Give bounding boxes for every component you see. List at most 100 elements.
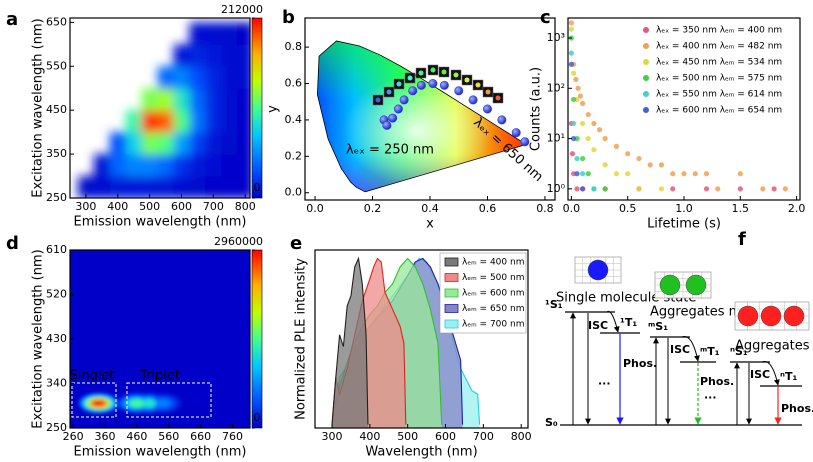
scatter-point <box>580 186 586 192</box>
x-tick-label: 260 <box>63 430 84 443</box>
scatter-point <box>692 171 698 177</box>
y-tick-label: 250 <box>46 191 67 204</box>
panel-label: c <box>540 7 551 28</box>
y-axis-label: Counts (a.u.) <box>529 67 544 151</box>
heatmap-cell <box>141 110 159 133</box>
legend-swatch <box>444 288 459 298</box>
heatmap-cell <box>221 66 238 89</box>
molecule <box>659 274 681 296</box>
scatter-point <box>737 171 743 177</box>
heatmap-cell <box>189 22 206 45</box>
x-tick-label: 1.5 <box>732 202 750 215</box>
legend-label: λₑₘ = 400 nm <box>462 258 524 268</box>
ellipsis: ··· <box>598 377 611 390</box>
photo-glow <box>464 77 470 83</box>
y-tick-label: 10¹ <box>547 132 565 145</box>
cie-point <box>520 137 530 147</box>
annotation-box <box>71 382 117 418</box>
area-outline <box>331 256 369 425</box>
photo-glow <box>453 72 459 78</box>
heatmap-cell <box>221 132 238 155</box>
legend-marker <box>643 43 649 49</box>
scatter-point <box>568 20 574 26</box>
legend-label: λₑₘ = 600 nm <box>462 289 524 299</box>
heatmap-cell <box>93 154 111 177</box>
heatmap-cell <box>157 154 175 177</box>
annotation-box <box>126 382 212 418</box>
scatter-point <box>636 155 642 162</box>
scatter-point <box>737 186 743 192</box>
legend-swatch <box>444 273 459 282</box>
scatter-point <box>568 61 574 67</box>
heatmap-cell <box>157 132 175 155</box>
x-tick-label: 500 <box>397 430 418 443</box>
heatmap-cell <box>205 110 222 133</box>
scatter-point <box>571 96 577 103</box>
phos-label: Phos. <box>700 375 734 388</box>
scatter-point <box>715 186 721 192</box>
x-tick-label: 560 <box>158 430 179 443</box>
x-tick-label: 400 <box>107 200 128 213</box>
x-axis-label: Emission wavelength (nm) <box>74 215 247 230</box>
y-axis-label: Excitation wavelength (nm) <box>31 249 46 428</box>
ellipsis: ··· <box>704 391 717 404</box>
isc-arrow <box>606 310 620 333</box>
isc-arrow <box>761 360 780 386</box>
y-tick-label: 0.6 <box>285 77 303 90</box>
annotation: Triplet <box>139 369 180 384</box>
photo-glow <box>407 75 413 81</box>
phos-label: Phos. <box>623 357 657 370</box>
x-tick-label: 800 <box>235 200 256 213</box>
photo-glow <box>418 70 424 76</box>
heatmap-cell <box>173 66 190 89</box>
heatmap-cell <box>237 22 250 45</box>
heatmap-cell <box>173 110 190 133</box>
heatmap-cell <box>109 132 127 155</box>
x-tick-label: 400 <box>359 430 380 443</box>
scatter-point <box>636 186 642 192</box>
scatter-point <box>602 162 608 168</box>
cie-point <box>497 115 507 125</box>
scatter-point <box>580 120 586 127</box>
isc-arrow <box>681 336 700 362</box>
cie-point <box>482 104 492 114</box>
scatter-point <box>703 171 710 177</box>
s1-label: ⁿS₁ <box>730 345 748 358</box>
x-tick-label: 500 <box>139 200 160 213</box>
scatter-point <box>771 186 777 192</box>
heatmap-cell <box>141 88 159 111</box>
molecule <box>685 274 707 296</box>
heatmap-cell <box>77 176 95 198</box>
photo-glow <box>441 69 447 75</box>
heatmap <box>77 22 250 198</box>
plot-frame <box>69 17 251 199</box>
plot-frame <box>314 249 529 429</box>
group-name: Aggregates n <box>735 339 813 354</box>
x-tick-label: 0.6 <box>479 202 497 215</box>
molecule <box>737 305 759 327</box>
scatter-point <box>571 135 577 142</box>
scatter-point <box>703 186 710 192</box>
heatmap-cell <box>157 88 175 111</box>
s1-label: ᵐS₁ <box>648 320 668 333</box>
colorbar-label: 212000 <box>221 3 263 16</box>
phos-label: Phos. <box>781 402 813 415</box>
photo-glow <box>396 81 402 87</box>
legend-label: λₑₓ = 400 nm λₑₘ = 482 nm <box>656 42 782 52</box>
heatmap-cell <box>221 154 238 177</box>
legend-label: λₑₘ = 650 nm <box>462 304 524 314</box>
scatter-point <box>574 171 580 177</box>
heatmap-cell <box>237 132 250 155</box>
heatmap-cell <box>237 154 250 177</box>
legend-label: λₑₓ = 500 nm λₑₘ = 575 nm <box>656 74 782 84</box>
scatter-point <box>575 85 581 91</box>
y-axis-label: Excitation wavelength (nm) <box>31 18 46 197</box>
y-tick-label: 610 <box>46 243 67 256</box>
heatmap-cell <box>221 88 238 111</box>
x-axis-label: Lifetime (s) <box>647 217 721 232</box>
y-tick-label: 10⁰ <box>547 182 566 195</box>
photo-glow <box>495 95 501 101</box>
legend-swatch <box>444 257 459 267</box>
scatter-point <box>568 50 574 56</box>
